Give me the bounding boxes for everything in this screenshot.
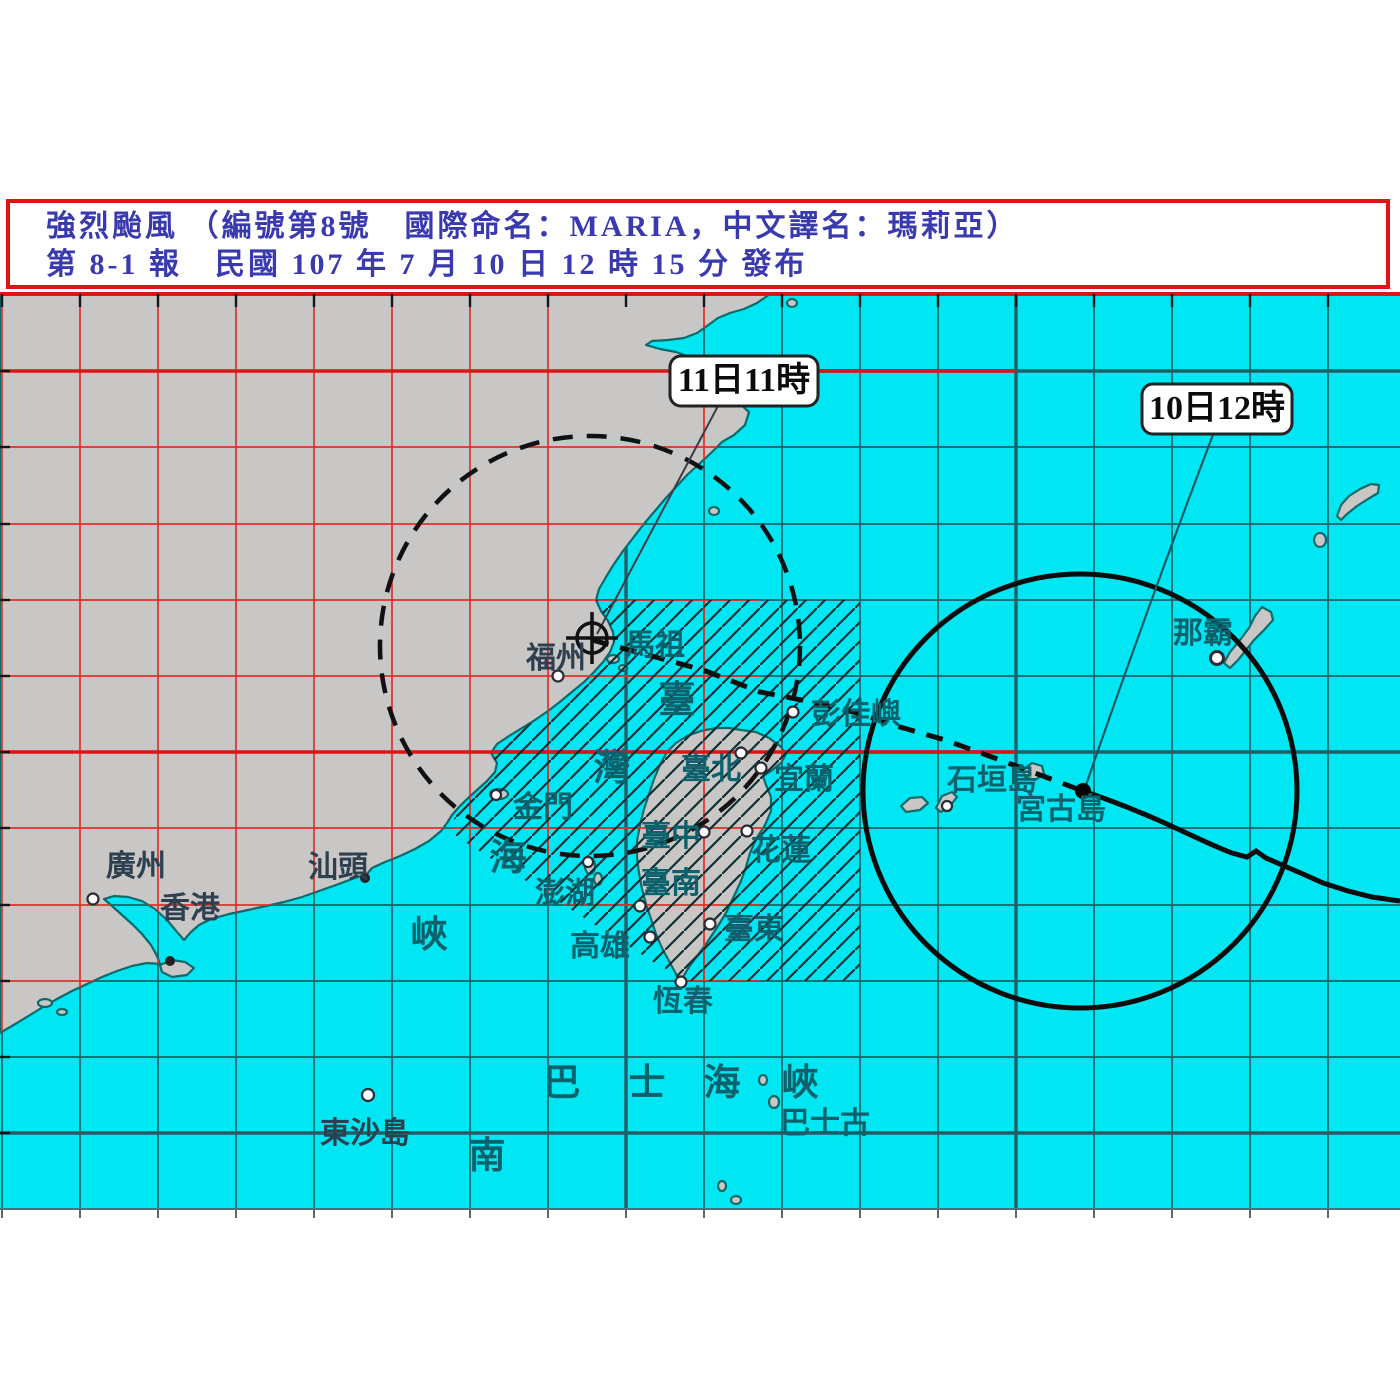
header-issue-line: 第 8-1 報 民國 107 年 7 月 10 日 12 時 15 分 發布 — [46, 248, 808, 281]
label-strait-4: 峽 — [411, 914, 448, 956]
label-naha: 那霸 — [1173, 617, 1233, 650]
label-bashi-3: 海 — [704, 1062, 741, 1104]
label-hualien: 花蓮 — [751, 834, 811, 867]
city-markers — [86, 650, 1225, 1103]
current-time-text: 10日12時 — [1149, 389, 1285, 427]
kaohsiung-dot — [643, 930, 657, 944]
amami-island — [1335, 482, 1381, 522]
label-south-china-sea: 南 — [469, 1135, 506, 1177]
yilan-dot — [754, 761, 768, 775]
label-bashi-1: 巴 — [544, 1063, 581, 1104]
warning-header: 強烈颱風 （編號第8號 國際命名：MARIA，中文譯名：瑪莉亞） 第 8-1 報… — [6, 199, 1390, 289]
hongkong-dot — [165, 956, 175, 966]
batan-islet-3 — [716, 1179, 728, 1193]
label-strait-2: 灣 — [594, 747, 631, 789]
forecast-pointer-line — [596, 405, 719, 635]
label-strait-3: 海 — [490, 837, 527, 879]
label-fuzhou: 福州 — [525, 642, 586, 675]
ishigaki-islands — [899, 795, 930, 814]
label-hongkong: 香港 — [160, 892, 221, 925]
guangzhou-dot — [86, 892, 100, 906]
label-shantou: 汕頭 — [308, 851, 369, 884]
hualien-dot — [740, 824, 754, 838]
label-pengjiayu: 彭佳嶼 — [811, 698, 901, 731]
taichung-dot — [697, 825, 711, 839]
batan-islet-2 — [767, 1094, 781, 1110]
coastal-islet-2 — [707, 505, 721, 517]
taipei-dot — [734, 746, 748, 760]
current-pointer-line — [1084, 431, 1216, 786]
label-dongsha: 東沙島 — [320, 1117, 410, 1150]
tainan-dot — [633, 899, 647, 913]
hengchun-dot — [674, 975, 688, 989]
okinawa-island — [1222, 605, 1275, 670]
taitung-dot — [703, 917, 717, 931]
label-guangzhou: 廣州 — [106, 849, 166, 883]
naha-dot — [1209, 650, 1225, 666]
current-wind-circle — [860, 571, 1300, 1011]
label-kaohsiung: 高雄 — [570, 930, 630, 963]
penghu-dot — [581, 855, 595, 869]
dongsha-dot — [360, 1087, 376, 1103]
top-tick-marks — [0, 294, 1330, 307]
sw-islet-2 — [55, 1007, 69, 1017]
bottom-tick-marks — [1, 1210, 1329, 1218]
left-tick-marks — [0, 369, 10, 1135]
forecast-wind-circle — [377, 433, 803, 859]
sw-islet — [36, 997, 54, 1009]
label-strait-1: 臺 — [659, 679, 696, 721]
header-title-line: 強烈颱風 （編號第8號 國際命名：MARIA，中文譯名：瑪莉亞） — [46, 210, 1020, 243]
pengjiayu-dot — [786, 705, 800, 719]
label-kinmen: 金門 — [512, 790, 573, 824]
coastal-islet — [785, 297, 799, 309]
label-bashigu: 巴士古 — [780, 1107, 870, 1140]
label-taichung: 臺中 — [641, 820, 701, 853]
label-tainan: 臺南 — [641, 867, 701, 900]
label-penghu: 澎湖 — [535, 877, 595, 910]
typhoon-forecast-symbol — [566, 612, 618, 664]
label-hengchun: 恆春 — [653, 985, 713, 1018]
fuzhou-dot — [551, 669, 565, 683]
label-mazu: 馬祖 — [625, 629, 685, 662]
current-time-callout: 10日12時 — [1140, 382, 1294, 436]
islet — [1312, 531, 1328, 549]
shantou-dot — [360, 873, 370, 883]
label-miyako: 宮古島 — [1016, 793, 1106, 826]
label-bashi-2: 士 — [629, 1062, 666, 1104]
typhoon-current-center-dot — [1075, 783, 1091, 799]
kinmen-dot — [489, 788, 503, 802]
batan-islet — [757, 1073, 769, 1087]
ishigaki-dot — [940, 799, 954, 813]
forecast-time-callout: 11日11時 — [668, 354, 820, 408]
label-taitung: 臺東 — [724, 913, 784, 946]
forecast-time-text: 11日11時 — [678, 361, 810, 399]
batan-islet-4 — [729, 1194, 743, 1206]
past-track-solid — [1082, 788, 1400, 904]
label-yilan: 宜蘭 — [774, 762, 834, 796]
label-ishigaki: 石垣島 — [946, 764, 1037, 797]
label-bashi-4: 峽 — [782, 1062, 819, 1104]
label-taipei: 臺北 — [681, 753, 741, 786]
